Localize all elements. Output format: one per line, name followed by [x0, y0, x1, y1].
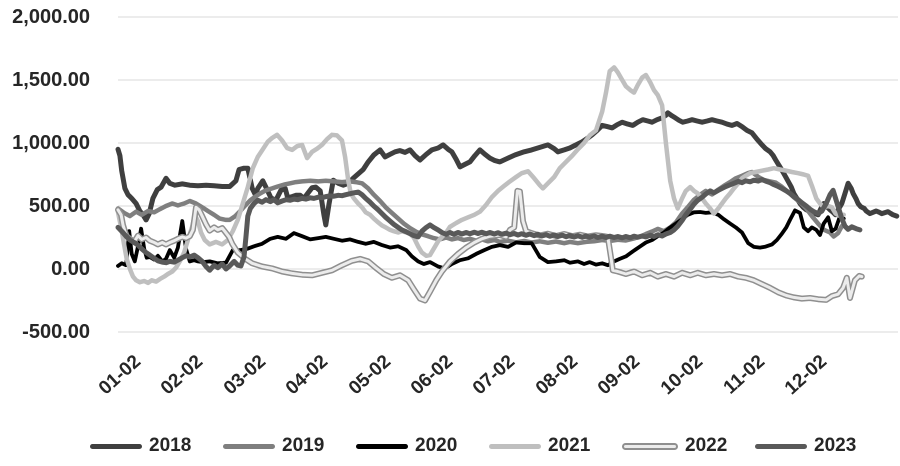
y-axis-tick-label: 500.00 [28, 195, 90, 217]
legend-label: 2020 [415, 435, 458, 456]
legend-item-2018: 2018 [90, 435, 191, 457]
legend-item-2020: 2020 [356, 435, 457, 457]
legend-swatch-icon [90, 443, 142, 449]
legend-label: 2021 [548, 435, 591, 456]
series-line-2020 [116, 208, 846, 271]
y-axis-tick-label: -500.00 [22, 321, 90, 343]
legend-item-2022: 2022 [622, 435, 727, 457]
series-line-2019 [115, 169, 845, 246]
legend-swatch-icon [622, 442, 678, 450]
series-line-2023 [115, 177, 863, 273]
legend-item-2019: 2019 [223, 435, 324, 457]
legend-label: 2022 [685, 435, 728, 456]
y-axis-tick-label: 1,000.00 [12, 132, 90, 154]
legend-label: 2018 [149, 435, 192, 456]
y-axis-tick-label: 1,500.00 [12, 69, 90, 91]
legend-item-2023: 2023 [755, 435, 856, 457]
y-axis-tick-label: 0.00 [51, 258, 90, 280]
legend-swatch-icon [223, 443, 275, 449]
legend-swatch-icon [489, 443, 541, 449]
legend-swatch-icon [755, 443, 807, 449]
legend-item-2021: 2021 [489, 435, 590, 457]
legend-label: 2023 [814, 435, 857, 456]
legend-swatch-icon [356, 443, 408, 449]
series-line-2021 [115, 65, 846, 286]
legend-label: 2019 [282, 435, 325, 456]
series-line-2022 [116, 189, 864, 302]
y-axis-tick-label: 2,000.00 [12, 6, 90, 28]
